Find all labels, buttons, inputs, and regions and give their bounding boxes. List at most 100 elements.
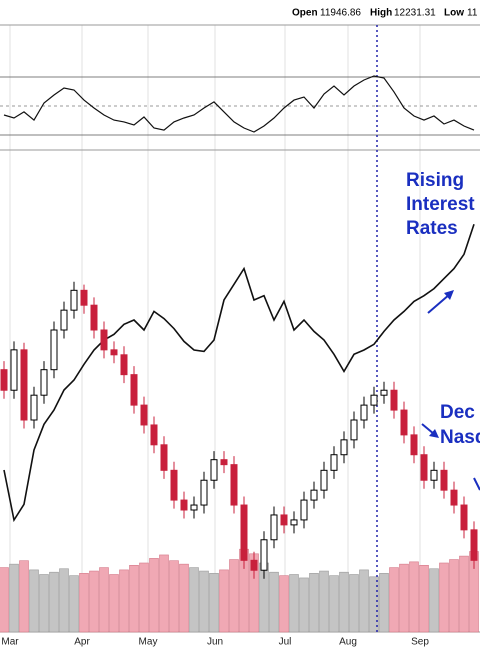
volume-bar [429, 568, 439, 633]
candle-body [260, 539, 268, 571]
volume-bar [169, 560, 179, 633]
volume-bar [299, 577, 309, 633]
candle-body [470, 529, 478, 561]
annotation-text: Rising [406, 170, 464, 191]
candle-body [370, 394, 378, 406]
candle-body [120, 354, 128, 376]
candle-body [170, 469, 178, 501]
candle-body [10, 349, 18, 391]
candle-body [130, 374, 138, 406]
x-tick-label: Mar [1, 637, 19, 648]
volume-bar [79, 573, 89, 633]
x-tick-label: Sep [411, 637, 429, 648]
volume-bar [149, 558, 159, 633]
volume-bar [329, 575, 339, 633]
candle-body [380, 389, 388, 396]
candle-body [190, 504, 198, 511]
annotation-text: Dec [440, 402, 475, 423]
volume-bar [359, 569, 369, 633]
annotation-text: Interest [406, 194, 475, 215]
volume-bar [189, 567, 199, 633]
candle-body [30, 394, 38, 421]
volume-bar [129, 564, 139, 633]
candle-body [410, 434, 418, 456]
volume-bar [209, 573, 219, 633]
x-tick-label: Aug [339, 637, 357, 648]
candle-body [100, 329, 108, 351]
candle-body [230, 464, 238, 506]
volume-bar [0, 567, 9, 633]
candle-body [150, 424, 158, 446]
volume-bar [89, 570, 99, 633]
header-label: Open [292, 8, 318, 19]
candle-body [400, 409, 408, 436]
arrow [421, 423, 435, 435]
candle-body [350, 419, 358, 441]
volume-bar [419, 564, 429, 633]
candle-body [320, 469, 328, 491]
candle-body [290, 519, 298, 526]
candle-body [430, 469, 438, 481]
candle-body [450, 489, 458, 506]
header-value: 11 [467, 8, 478, 19]
volume-bar [319, 570, 329, 633]
candle-body [90, 304, 98, 331]
candle-body [300, 499, 308, 521]
x-tick-label: May [139, 637, 158, 648]
volume-bar [49, 571, 59, 633]
volume-bar [349, 574, 359, 633]
annotation-text: Rates [406, 218, 458, 239]
candle-body [210, 459, 218, 481]
volume-bar [119, 569, 129, 633]
candle-body [420, 454, 428, 481]
volume-bar [339, 571, 349, 633]
volume-bar [9, 563, 19, 633]
volume-bar [139, 562, 149, 633]
candle-body [280, 514, 288, 526]
header-label: Low [444, 8, 464, 19]
volume-bar [219, 569, 229, 633]
volume-bar [199, 570, 209, 633]
candle-body [270, 514, 278, 541]
candle-body [360, 404, 368, 421]
candle-body [160, 444, 168, 471]
volume-bar [19, 560, 29, 633]
volume-bar [179, 563, 189, 633]
candle-body [220, 459, 228, 466]
volume-bar [309, 573, 319, 633]
volume-bar [159, 554, 169, 633]
candle-body [340, 439, 348, 456]
volume-bar [369, 576, 379, 633]
volume-bar [69, 575, 79, 633]
arrow [427, 293, 451, 314]
candle-body [460, 504, 468, 531]
rsi-line [3, 75, 475, 133]
arrow-head [444, 290, 454, 300]
candle-body [110, 349, 118, 356]
volume-bar [409, 561, 419, 633]
volume-bar [39, 574, 49, 633]
volume-bar [59, 568, 69, 633]
candle-body [330, 454, 338, 471]
rate-line [3, 224, 475, 523]
header-label: High [370, 8, 392, 19]
volume-bar [399, 563, 409, 633]
volume-bar [109, 574, 119, 633]
volume-bar [389, 567, 399, 633]
volume-bar [99, 567, 109, 633]
volume-bar [269, 571, 279, 633]
volume-bar [279, 575, 289, 633]
volume-bar [379, 573, 389, 633]
header-value: 12231.31 [394, 8, 436, 19]
candle-body [440, 469, 448, 491]
candle-body [40, 369, 48, 396]
candle-body [180, 499, 188, 511]
volume-bar [29, 569, 39, 633]
candle-body [60, 309, 68, 331]
arrow [473, 477, 480, 491]
candle-body [310, 489, 318, 501]
volume-bar [229, 559, 239, 633]
x-tick-label: Jun [207, 637, 223, 648]
arrow-head [429, 429, 439, 438]
